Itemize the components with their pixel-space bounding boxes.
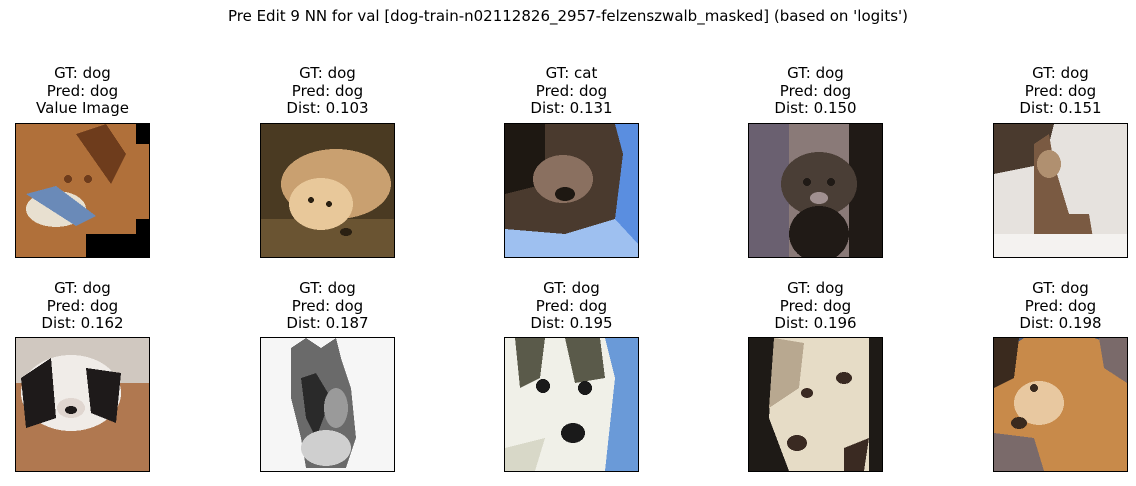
panel-value-image-label: Value Image: [36, 99, 129, 117]
panel-caption: GT: dog Pred: dog Dist: 0.151: [953, 64, 1136, 118]
panel-distance-label: Dist: 0.195: [530, 314, 613, 332]
panel-thumbnail-image: [993, 337, 1128, 472]
panel-pred-label: Pred: dog: [1024, 81, 1097, 100]
panel-gt-label: GT: cat: [545, 64, 598, 82]
panel-gt-label: GT: dog: [1032, 64, 1089, 82]
panel-thumbnail-image: [993, 123, 1128, 258]
panel-pred-label: Pred: dog: [46, 81, 119, 100]
panel-gt-label: GT: dog: [54, 279, 111, 297]
panel-pred-label: Pred: dog: [535, 81, 608, 100]
panel-caption: GT: dog Pred: dog Dist: 0.198: [953, 279, 1136, 333]
panel-gt-label: GT: dog: [54, 64, 111, 82]
panel-thumbnail-image: [260, 123, 395, 258]
panel-pred-label: Pred: dog: [291, 296, 364, 315]
panel-distance-label: Dist: 0.131: [530, 99, 613, 117]
panel-pred-label: Pred: dog: [1024, 296, 1097, 315]
panel-thumbnail-image: [748, 123, 883, 258]
panel-gt-label: GT: dog: [543, 279, 600, 297]
panel-gt-label: GT: dog: [1032, 279, 1089, 297]
panel-distance-label: Dist: 0.187: [286, 314, 369, 332]
panel-caption: GT: dog Pred: dog Dist: 0.103: [220, 64, 435, 118]
panel-gt-label: GT: dog: [299, 64, 356, 82]
panel-caption: GT: dog Pred: dog Dist: 0.187: [220, 279, 435, 333]
panel-pred-label: Pred: dog: [291, 81, 364, 100]
panel-gt-label: GT: dog: [299, 279, 356, 297]
panel-pred-label: Pred: dog: [46, 296, 119, 315]
panel-pred-label: Pred: dog: [779, 296, 852, 315]
panel-pred-label: Pred: dog: [535, 296, 608, 315]
panel-caption: GT: dog Pred: dog Dist: 0.195: [464, 279, 679, 333]
panel-thumbnail-image: [260, 337, 395, 472]
panel-thumbnail-image: [504, 337, 639, 472]
panel-thumbnail-image: [15, 123, 150, 258]
panel-caption: GT: dog Pred: dog Value Image: [0, 64, 190, 118]
panel-caption: GT: dog Pred: dog Dist: 0.162: [0, 279, 190, 333]
panel-gt-label: GT: dog: [787, 64, 844, 82]
panel-thumbnail-image: [15, 337, 150, 472]
panel-caption: GT: dog Pred: dog Dist: 0.150: [708, 64, 923, 118]
panel-gt-label: GT: dog: [787, 279, 844, 297]
panel-thumbnail-image: [504, 123, 639, 258]
panel-distance-label: Dist: 0.150: [774, 99, 857, 117]
panel-caption: GT: dog Pred: dog Dist: 0.196: [708, 279, 923, 333]
panel-distance-label: Dist: 0.162: [41, 314, 124, 332]
panel-caption: GT: cat Pred: dog Dist: 0.131: [464, 64, 679, 118]
panel-distance-label: Dist: 0.196: [774, 314, 857, 332]
panel-distance-label: Dist: 0.198: [1019, 314, 1102, 332]
panel-distance-label: Dist: 0.151: [1019, 99, 1102, 117]
panel-distance-label: Dist: 0.103: [286, 99, 369, 117]
panel-thumbnail-image: [748, 337, 883, 472]
figure-suptitle: Pre Edit 9 NN for val [dog-train-n021128…: [227, 7, 909, 25]
panel-pred-label: Pred: dog: [779, 81, 852, 100]
